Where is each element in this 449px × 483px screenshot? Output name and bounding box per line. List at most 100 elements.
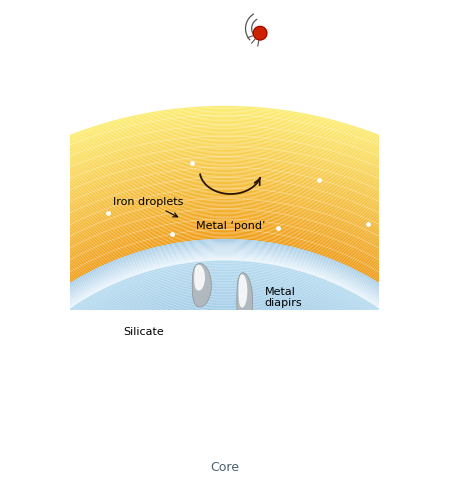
- Wedge shape: [0, 195, 449, 375]
- Wedge shape: [14, 295, 435, 422]
- Wedge shape: [135, 431, 314, 483]
- Wedge shape: [107, 399, 342, 471]
- Wedge shape: [21, 302, 428, 425]
- Wedge shape: [0, 125, 449, 341]
- Wedge shape: [106, 398, 343, 470]
- Wedge shape: [0, 228, 449, 390]
- Wedge shape: [365, 158, 436, 277]
- Wedge shape: [46, 330, 403, 438]
- Wedge shape: [0, 255, 449, 403]
- Text: Metal ‘pond’: Metal ‘pond’: [196, 221, 265, 231]
- Wedge shape: [0, 115, 449, 337]
- Wedge shape: [32, 314, 417, 431]
- Wedge shape: [118, 412, 331, 477]
- Wedge shape: [0, 249, 449, 400]
- Wedge shape: [425, 221, 449, 321]
- Wedge shape: [0, 250, 449, 400]
- Wedge shape: [128, 423, 321, 482]
- Wedge shape: [0, 260, 449, 406]
- Wedge shape: [0, 246, 449, 399]
- Wedge shape: [95, 386, 354, 464]
- Wedge shape: [0, 174, 449, 365]
- Wedge shape: [0, 183, 449, 369]
- Wedge shape: [10, 290, 439, 419]
- Wedge shape: [0, 185, 449, 369]
- Circle shape: [253, 27, 267, 40]
- Wedge shape: [164, 464, 285, 483]
- Wedge shape: [0, 141, 449, 349]
- Wedge shape: [0, 191, 449, 373]
- Wedge shape: [0, 279, 449, 414]
- Wedge shape: [432, 230, 449, 328]
- Wedge shape: [0, 188, 449, 371]
- Wedge shape: [36, 319, 413, 433]
- Wedge shape: [126, 421, 323, 481]
- Wedge shape: [0, 143, 449, 350]
- Wedge shape: [123, 417, 326, 479]
- Wedge shape: [0, 201, 449, 378]
- Wedge shape: [111, 404, 338, 473]
- Wedge shape: [0, 167, 449, 362]
- Wedge shape: [0, 151, 449, 354]
- Wedge shape: [58, 344, 391, 445]
- Wedge shape: [133, 429, 316, 483]
- Wedge shape: [92, 383, 357, 463]
- Wedge shape: [167, 468, 282, 483]
- Text: Silicate
liquidus: Silicate liquidus: [0, 482, 1, 483]
- Wedge shape: [0, 147, 449, 352]
- Wedge shape: [0, 153, 449, 355]
- Wedge shape: [109, 401, 340, 471]
- Wedge shape: [0, 268, 449, 409]
- Wedge shape: [0, 204, 449, 379]
- Wedge shape: [0, 243, 449, 397]
- Wedge shape: [0, 150, 449, 354]
- Text: Core: Core: [210, 461, 239, 474]
- Wedge shape: [54, 340, 395, 442]
- Wedge shape: [0, 259, 449, 405]
- Wedge shape: [140, 437, 309, 483]
- Wedge shape: [0, 236, 449, 394]
- Wedge shape: [0, 233, 449, 393]
- Wedge shape: [429, 226, 449, 325]
- Wedge shape: [159, 458, 290, 483]
- Wedge shape: [47, 332, 402, 439]
- Wedge shape: [147, 444, 302, 483]
- Wedge shape: [0, 254, 449, 402]
- Wedge shape: [0, 182, 449, 369]
- Wedge shape: [441, 245, 449, 338]
- Wedge shape: [0, 245, 449, 398]
- Wedge shape: [0, 178, 449, 367]
- Wedge shape: [26, 309, 423, 428]
- Wedge shape: [166, 466, 283, 483]
- Wedge shape: [180, 482, 269, 483]
- Wedge shape: [24, 305, 425, 426]
- Wedge shape: [0, 256, 449, 403]
- Wedge shape: [0, 226, 449, 389]
- Wedge shape: [81, 370, 368, 457]
- Wedge shape: [0, 220, 449, 386]
- Wedge shape: [59, 345, 390, 445]
- Wedge shape: [62, 349, 387, 447]
- Wedge shape: [0, 148, 449, 353]
- Wedge shape: [0, 134, 449, 346]
- Wedge shape: [0, 180, 449, 368]
- Wedge shape: [88, 378, 361, 461]
- Wedge shape: [0, 258, 449, 404]
- Wedge shape: [0, 270, 449, 410]
- Wedge shape: [143, 440, 306, 483]
- Wedge shape: [0, 206, 449, 380]
- Wedge shape: [61, 347, 388, 446]
- Wedge shape: [0, 207, 449, 380]
- Wedge shape: [124, 419, 325, 480]
- Wedge shape: [0, 136, 449, 347]
- Wedge shape: [397, 187, 449, 298]
- Wedge shape: [0, 162, 449, 359]
- Wedge shape: [65, 352, 384, 448]
- Wedge shape: [16, 296, 433, 422]
- Wedge shape: [0, 127, 449, 343]
- Wedge shape: [169, 470, 280, 483]
- Wedge shape: [0, 119, 449, 339]
- Wedge shape: [0, 222, 449, 387]
- Wedge shape: [0, 126, 449, 342]
- Wedge shape: [129, 425, 320, 483]
